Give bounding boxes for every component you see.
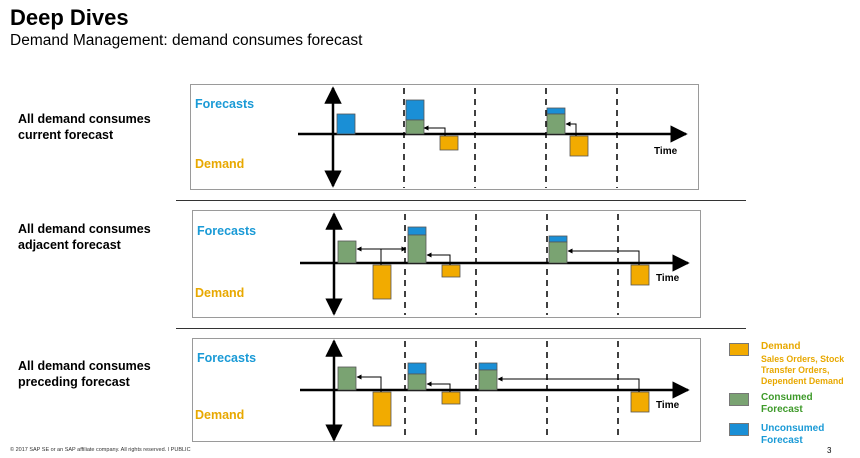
unconsumed-forecast-bar [407, 362, 427, 375]
consumed-forecast-bar [407, 234, 427, 264]
legend-demand-swatch [729, 343, 749, 356]
consumption-arrow [426, 252, 451, 265]
separator-2 [176, 328, 746, 329]
diagram-preceding [300, 339, 690, 442]
legend-consumed-swatch [729, 393, 749, 406]
demand-bar [569, 135, 589, 157]
unconsumed-forecast-bar [548, 235, 568, 243]
demand-bar [441, 391, 461, 405]
consumption-arrow [356, 374, 382, 392]
unconsumed-forecast-bar [478, 362, 498, 371]
diagram-current [298, 86, 688, 188]
unconsumed-forecast-bar [405, 99, 425, 121]
consumption-arrow [497, 376, 640, 392]
unconsumed-forecast-bar [407, 226, 427, 236]
unconsumed-forecast-bar [546, 107, 566, 115]
page-title: Deep Dives [10, 5, 129, 30]
unconsumed-forecast-bar [336, 113, 356, 135]
legend-unconsumed-swatch [729, 423, 749, 436]
demand-bar [439, 135, 459, 151]
consumed-forecast-bar [405, 119, 425, 135]
consumed-forecast-bar [337, 240, 357, 264]
demand-label: Demand [195, 286, 245, 300]
consumption-arrow [423, 125, 446, 136]
time-axis-label: Time [654, 146, 678, 157]
consumed-forecast-bar [337, 366, 357, 391]
time-axis-label: Time [656, 273, 680, 284]
consumed-forecast-bar [407, 373, 427, 391]
demand-bar [630, 264, 650, 286]
demand-bar [372, 264, 392, 300]
page-subtitle: Demand Management: demand consumes forec… [10, 32, 363, 49]
row-label-preceding: All demand consumes preceding forecast [18, 359, 151, 389]
legend-demand-title: Demand [761, 341, 801, 352]
time-axis-label: Time [656, 400, 680, 411]
separator-1 [176, 200, 746, 201]
demand-bar [441, 264, 461, 278]
demand-bar [372, 391, 392, 427]
row-label-current: All demand consumes current forecast [18, 112, 151, 142]
footer-copyright: © 2017 SAP SE or an SAP affiliate compan… [10, 447, 191, 453]
demand-bar [630, 391, 650, 413]
consumption-arrow [426, 381, 451, 392]
page-number: 3 [827, 446, 832, 455]
consumed-forecast-bar [548, 241, 568, 264]
legend-consumed-label: Consumed Forecast [761, 392, 813, 415]
row-label-adjacent: All demand consumes adjacent forecast [18, 222, 151, 252]
consumed-forecast-bar [546, 113, 566, 135]
forecasts-label: Forecasts [197, 351, 257, 365]
legend-demand-description: Sales Orders, Stock Transfer Orders, Dep… [761, 354, 845, 386]
diagram-adjacent [300, 212, 690, 316]
consumption-arrow [565, 121, 577, 136]
legend-unconsumed-label: Unconsumed Forecast [761, 423, 825, 446]
forecasts-label: Forecasts [197, 224, 257, 238]
demand-label: Demand [195, 408, 245, 422]
consumption-arrow [567, 248, 640, 265]
demand-label: Demand [195, 157, 245, 171]
consumed-forecast-bar [478, 369, 498, 391]
forecasts-label: Forecasts [195, 97, 255, 111]
